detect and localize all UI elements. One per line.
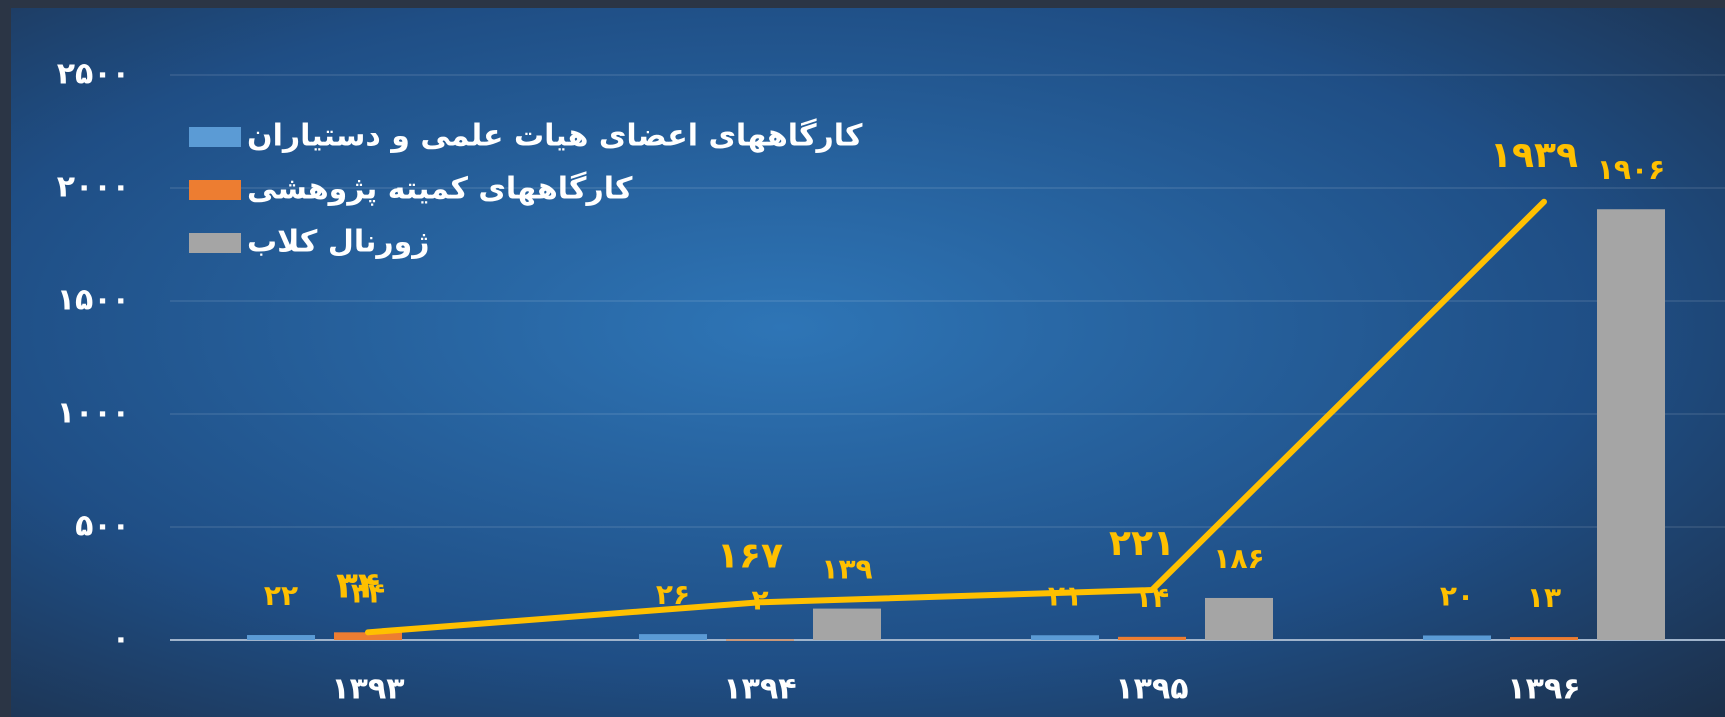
y-tick-label: ۱۰۰۰ (57, 396, 130, 431)
bar (247, 635, 315, 640)
line-label: ۱۹۳۹ (1490, 135, 1578, 176)
bar (639, 634, 707, 640)
bar (1597, 209, 1665, 640)
bar (1510, 637, 1578, 640)
value-label: ۳۴ (351, 576, 385, 609)
line-label: ۲۲۱ (1109, 523, 1175, 564)
value-label: ۱۴ (1135, 581, 1169, 614)
line-label: ۳۴ (336, 565, 380, 606)
line-label: ۱۶۷ (717, 535, 783, 576)
legend-swatch (189, 233, 241, 253)
bar (1205, 597, 1273, 640)
bar (1031, 635, 1099, 640)
bar (726, 639, 794, 641)
value-label: ۱۳ (1527, 581, 1561, 614)
legend-swatch (189, 127, 241, 147)
x-tick-label: ۱۳۹۳ (331, 672, 404, 707)
legend-label: ژورنال کلاب (247, 225, 430, 260)
line (365, 198, 1547, 636)
bar (1118, 636, 1186, 640)
bar (334, 632, 402, 640)
value-label: ۲۰ (1440, 579, 1474, 612)
value-label: ۲۲ (264, 579, 298, 612)
value-label: ۱۸۶ (1213, 542, 1264, 575)
legend-swatch (189, 180, 241, 200)
y-tick-label: ۰ (112, 622, 130, 657)
y-tick-label: ۱۵۰۰ (57, 283, 130, 318)
bar (1423, 635, 1491, 640)
y-tick-label: ۲۰۰۰ (57, 170, 130, 205)
legend-label: کارگاههای اعضای هیات علمی و دستیاران (247, 118, 863, 154)
y-tick-label: ۲۵۰۰ (57, 57, 130, 92)
x-tick-label: ۱۳۹۵ (1115, 672, 1188, 707)
value-label: ۱۹۰۶ (1597, 153, 1665, 186)
x-tick-label: ۱۳۹۶ (1507, 672, 1580, 707)
value-label: ۱۳۹ (821, 553, 872, 586)
legend-label: کارگاههای کمیته پژوهشی (247, 171, 633, 207)
bar (813, 608, 881, 640)
x-tick-label: ۱۳۹۴ (723, 672, 796, 707)
y-tick-label: ۵۰۰ (75, 509, 130, 544)
